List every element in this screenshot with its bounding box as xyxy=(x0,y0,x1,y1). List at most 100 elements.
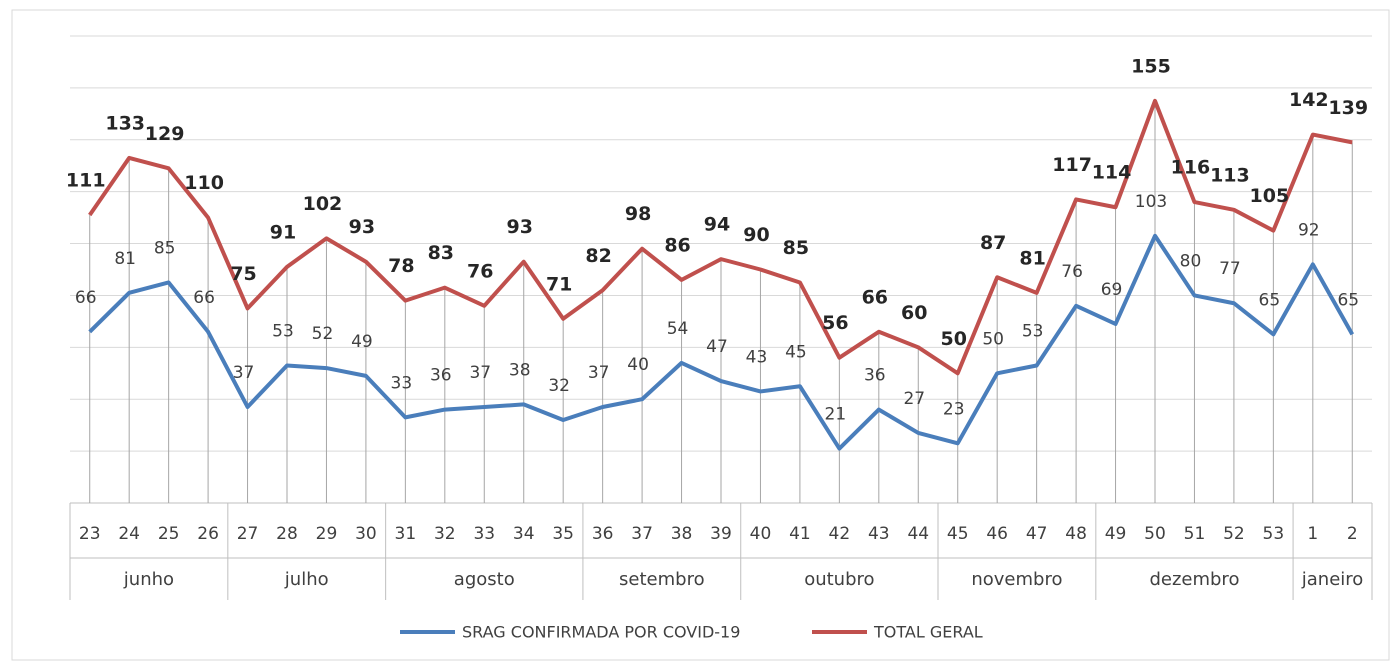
x-tick-label: 40 xyxy=(750,524,772,544)
data-label: 33 xyxy=(391,373,413,393)
data-label: 81 xyxy=(114,249,136,269)
x-tick-label: 24 xyxy=(118,524,140,544)
x-tick-label: 23 xyxy=(79,524,101,544)
data-label: 53 xyxy=(1022,321,1044,341)
data-label: 65 xyxy=(1259,290,1281,310)
x-tick-label: 48 xyxy=(1065,524,1087,544)
x-tick-label: 25 xyxy=(158,524,180,544)
data-label: 133 xyxy=(105,112,145,134)
data-label: 117 xyxy=(1052,154,1092,176)
data-label: 23 xyxy=(943,399,965,419)
data-label: 113 xyxy=(1210,164,1250,186)
x-tick-label: 45 xyxy=(947,524,969,544)
data-label: 21 xyxy=(825,405,847,425)
data-label: 77 xyxy=(1219,259,1241,279)
data-label: 50 xyxy=(941,328,967,350)
month-label: agosto xyxy=(454,569,515,590)
data-label: 105 xyxy=(1250,185,1290,207)
x-tick-label: 51 xyxy=(1184,524,1206,544)
data-label: 110 xyxy=(184,172,224,194)
x-tick-label: 39 xyxy=(710,524,732,544)
x-tick-label: 46 xyxy=(986,524,1008,544)
x-tick-label: 26 xyxy=(197,524,219,544)
data-label: 83 xyxy=(428,242,454,264)
data-label: 71 xyxy=(546,273,572,295)
data-label: 92 xyxy=(1298,220,1320,240)
x-tick-label: 37 xyxy=(631,524,653,544)
data-label: 47 xyxy=(706,337,728,357)
month-label: junho xyxy=(123,569,174,590)
x-tick-label: 50 xyxy=(1144,524,1166,544)
x-tick-label: 44 xyxy=(907,524,929,544)
data-label: 69 xyxy=(1101,280,1123,300)
data-label: 91 xyxy=(270,221,296,243)
x-tick-label: 33 xyxy=(473,524,495,544)
data-label: 98 xyxy=(625,203,651,225)
x-tick-label: 47 xyxy=(1026,524,1048,544)
data-label: 142 xyxy=(1289,89,1329,111)
data-label: 45 xyxy=(785,342,807,362)
data-label: 56 xyxy=(822,312,848,334)
data-label: 155 xyxy=(1131,55,1171,77)
data-label: 93 xyxy=(349,216,375,238)
data-label: 36 xyxy=(430,366,452,386)
x-tick-label: 2 xyxy=(1347,524,1358,544)
x-tick-label: 53 xyxy=(1263,524,1285,544)
data-label: 49 xyxy=(351,332,373,352)
chart-frame xyxy=(11,9,1390,661)
data-label: 38 xyxy=(509,360,531,380)
data-label: 114 xyxy=(1092,162,1132,184)
data-label: 76 xyxy=(1061,262,1083,282)
x-tick-label: 41 xyxy=(789,524,811,544)
x-tick-label: 31 xyxy=(395,524,417,544)
data-label: 82 xyxy=(585,245,611,267)
data-label: 66 xyxy=(193,288,215,308)
data-label: 65 xyxy=(1337,290,1359,310)
data-label: 85 xyxy=(154,238,176,258)
data-label: 40 xyxy=(627,355,649,375)
x-tick-label: 52 xyxy=(1223,524,1245,544)
legend-label: TOTAL GERAL xyxy=(873,623,983,642)
x-tick-label: 32 xyxy=(434,524,456,544)
data-label: 81 xyxy=(1019,247,1045,269)
data-label: 37 xyxy=(469,363,491,383)
data-label: 85 xyxy=(783,237,809,259)
data-label: 50 xyxy=(982,329,1004,349)
x-tick-label: 34 xyxy=(513,524,535,544)
data-label: 87 xyxy=(980,232,1006,254)
data-label: 37 xyxy=(588,363,610,383)
data-label: 53 xyxy=(272,321,294,341)
month-label: dezembro xyxy=(1149,569,1239,590)
data-label: 103 xyxy=(1135,192,1167,212)
data-label: 32 xyxy=(548,376,570,396)
data-label: 80 xyxy=(1180,251,1202,271)
x-tick-label: 36 xyxy=(592,524,614,544)
month-label: setembro xyxy=(619,569,705,590)
series-line xyxy=(88,98,1353,376)
data-label: 52 xyxy=(312,324,334,344)
data-label: 54 xyxy=(667,319,689,339)
data-label: 94 xyxy=(704,214,730,236)
data-label: 37 xyxy=(233,363,255,383)
data-label: 86 xyxy=(664,234,690,256)
x-tick-label: 49 xyxy=(1105,524,1127,544)
month-label: janeiro xyxy=(1301,569,1364,590)
data-label: 93 xyxy=(507,216,533,238)
data-label: 116 xyxy=(1171,157,1211,179)
month-label: julho xyxy=(284,569,329,590)
month-label: outubro xyxy=(804,569,874,590)
data-label: 60 xyxy=(901,302,927,324)
x-tick-label: 28 xyxy=(276,524,298,544)
x-tick-label: 42 xyxy=(829,524,851,544)
x-tick-label: 30 xyxy=(355,524,377,544)
data-label: 76 xyxy=(467,260,493,282)
data-label: 66 xyxy=(75,288,97,308)
data-label: 90 xyxy=(743,224,769,246)
data-label: 27 xyxy=(903,389,925,409)
data-label: 36 xyxy=(864,366,886,386)
legend-label: SRAG CONFIRMADA POR COVID-19 xyxy=(462,623,740,642)
data-label: 102 xyxy=(303,193,343,215)
month-label: novembro xyxy=(971,569,1062,590)
data-label: 139 xyxy=(1328,97,1368,119)
data-label: 129 xyxy=(145,123,185,145)
